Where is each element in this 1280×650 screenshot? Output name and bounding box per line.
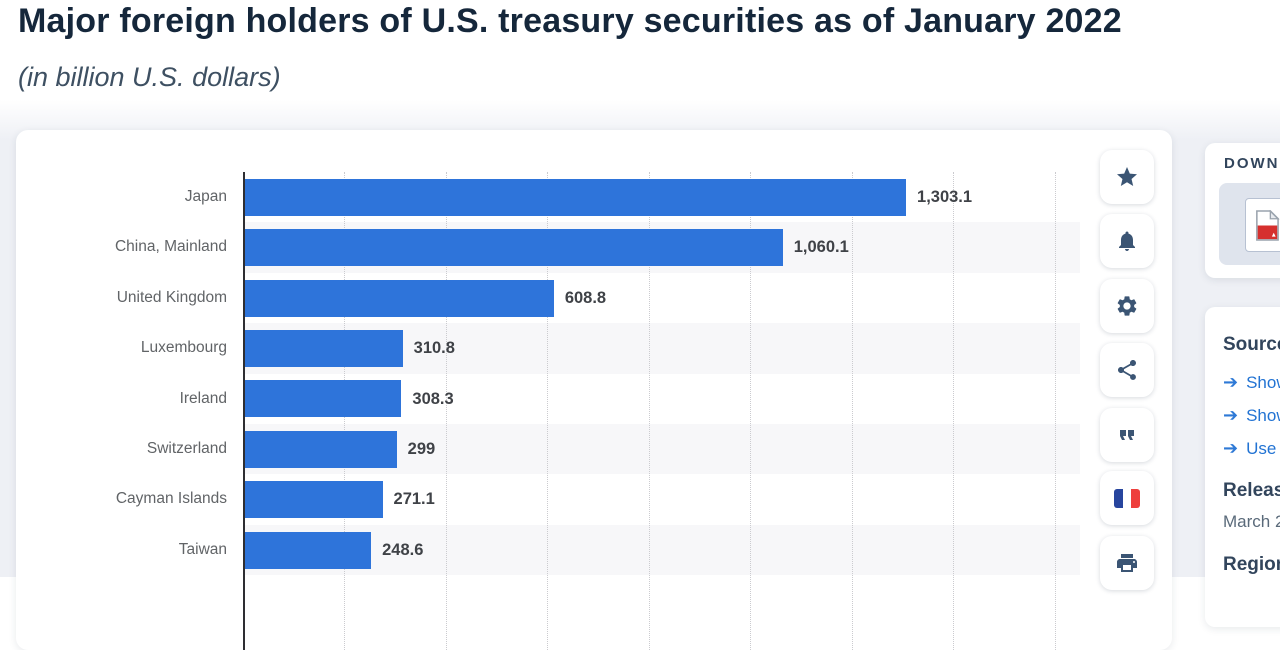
star-icon bbox=[1117, 167, 1137, 186]
arrow-right-icon: ➔ bbox=[1223, 372, 1239, 392]
category-label: United Kingdom bbox=[116, 288, 227, 306]
category-label: Japan bbox=[184, 188, 227, 205]
bar[interactable] bbox=[245, 229, 783, 267]
value-label: 1,303.1 bbox=[917, 188, 973, 206]
region-heading: Region bbox=[1223, 554, 1280, 575]
download-panel: DOWNLOAD bbox=[1205, 143, 1280, 278]
value-label: 310.8 bbox=[413, 339, 455, 358]
arrow-right-icon: ➔ bbox=[1223, 438, 1239, 458]
french-flag-icon bbox=[1114, 488, 1140, 508]
favorite-star-button[interactable] bbox=[1100, 150, 1154, 204]
bar[interactable] bbox=[245, 329, 403, 367]
list-item: ➔ Show sources information bbox=[1223, 371, 1280, 395]
bell-icon bbox=[1119, 231, 1135, 251]
show-publisher-link[interactable]: Show publisher information bbox=[1246, 406, 1280, 425]
page-title: Major foreign holders of U.S. treasury s… bbox=[18, 2, 1122, 40]
gear-icon bbox=[1117, 296, 1137, 316]
category-label: Luxembourg bbox=[140, 339, 227, 357]
plot-area: Japan 1,303.1 China, Mainland 1,060.1 United… bbox=[16, 130, 1172, 650]
chart-card: Japan 1,303.1 China, Mainland 1,060.1 United… bbox=[16, 130, 1172, 650]
printer-icon bbox=[1117, 554, 1137, 572]
sources-link-list: ➔ Show sources information ➔ Show publishe… bbox=[1223, 371, 1280, 461]
gridline bbox=[648, 172, 650, 650]
gridline bbox=[953, 172, 955, 650]
download-pdf-button[interactable] bbox=[1245, 198, 1280, 252]
page-subtitle: (in billion U.S. dollars) bbox=[18, 62, 281, 92]
ask-statista-link[interactable]: Use Ask Statista Research Service bbox=[1246, 439, 1280, 458]
gridline bbox=[1054, 172, 1056, 650]
bar[interactable] bbox=[245, 178, 907, 216]
value-label: 248.6 bbox=[382, 540, 424, 559]
cite-quote-button[interactable] bbox=[1100, 408, 1154, 462]
download-heading: DOWNLOAD bbox=[1224, 155, 1280, 172]
sources-heading: Sources bbox=[1223, 334, 1280, 355]
french-version-button[interactable] bbox=[1100, 471, 1154, 525]
download-formats-box bbox=[1219, 183, 1280, 265]
gridline bbox=[445, 172, 447, 650]
info-panel: Sources ➔ Show sources information ➔ Show … bbox=[1205, 307, 1280, 627]
arrow-right-icon: ➔ bbox=[1223, 405, 1239, 425]
value-label: 271.1 bbox=[393, 490, 435, 509]
release-date-heading: Release date bbox=[1223, 480, 1280, 501]
print-button[interactable] bbox=[1100, 536, 1154, 590]
category-label: Taiwan bbox=[178, 540, 227, 558]
settings-gear-button[interactable] bbox=[1100, 279, 1154, 333]
category-label: Cayman Islands bbox=[115, 490, 227, 508]
value-label: 299 bbox=[407, 440, 436, 458]
bar[interactable] bbox=[245, 531, 372, 569]
pdf-file-icon bbox=[1256, 209, 1280, 241]
share-icon bbox=[1118, 360, 1136, 380]
row-stripe bbox=[243, 524, 1080, 576]
category-label: China, Mainland bbox=[114, 238, 227, 256]
list-item: ➔ Show publisher information bbox=[1223, 404, 1280, 428]
list-item: ➔ Use Ask Statista Research Service bbox=[1223, 437, 1280, 461]
bar[interactable] bbox=[245, 481, 383, 519]
release-date-value: March 2022 bbox=[1223, 512, 1280, 531]
value-label: 608.8 bbox=[564, 288, 607, 307]
value-label: 308.3 bbox=[412, 389, 454, 408]
bar[interactable] bbox=[245, 430, 397, 468]
quote-icon bbox=[1120, 430, 1134, 440]
share-button[interactable] bbox=[1100, 343, 1154, 397]
value-label: 1,060.1 bbox=[793, 238, 849, 257]
show-sources-link[interactable]: Show sources information bbox=[1246, 373, 1280, 392]
bar[interactable] bbox=[245, 279, 554, 317]
bar[interactable] bbox=[245, 380, 402, 418]
category-label: Ireland bbox=[179, 389, 227, 407]
gridline bbox=[750, 172, 752, 650]
y-axis-line bbox=[243, 172, 245, 650]
gridline bbox=[851, 172, 853, 650]
notification-bell-button[interactable] bbox=[1100, 214, 1154, 268]
category-label: Switzerland bbox=[146, 440, 227, 457]
gridline bbox=[547, 172, 549, 650]
